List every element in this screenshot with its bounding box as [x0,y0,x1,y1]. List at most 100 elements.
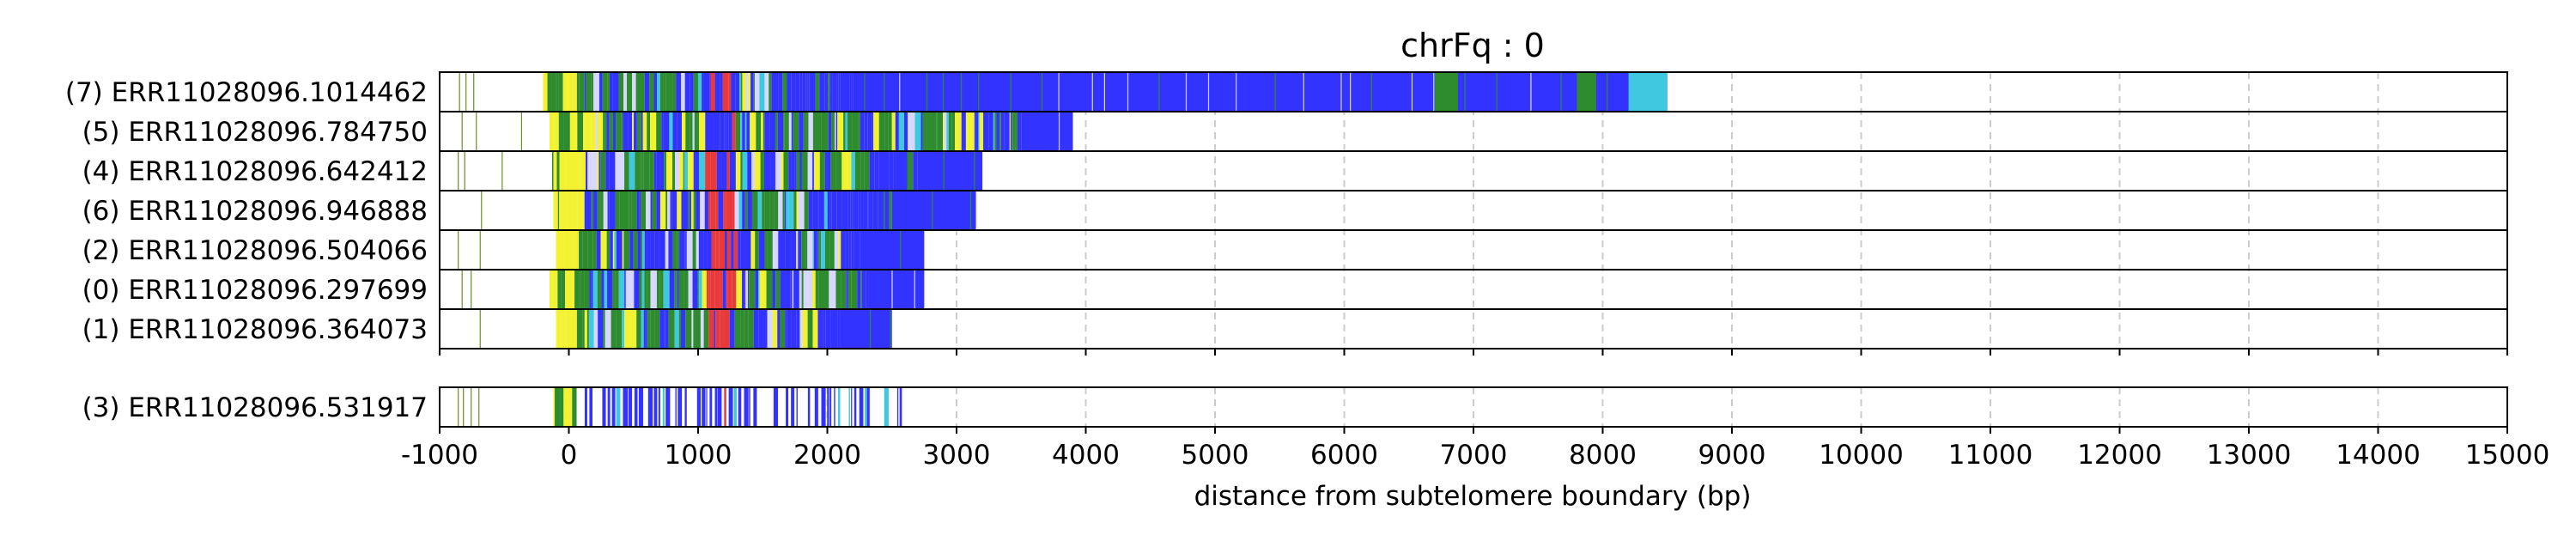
alignment-segment [652,191,657,229]
alignment-segment [742,191,745,229]
alignment-segment [745,270,749,308]
alignment-segment [744,191,748,229]
alignment-segment [641,191,647,229]
alignment-segment [793,270,799,308]
alignment-segment [641,310,644,348]
alignment-segment [607,73,610,111]
alignment-segment [794,152,797,190]
alignment-segment [753,310,759,348]
alignment-segment [807,231,810,269]
alignment-segment [660,152,665,190]
alignment-segment [607,270,613,308]
alignment-segment [579,270,581,308]
alignment-segment [627,73,633,111]
alignment-segment [774,152,776,190]
alignment-segment [719,231,726,269]
alignment-segment [720,112,725,150]
x-tick-label: 15000 [2465,440,2550,471]
alignment-segment [714,310,716,348]
alignment-segment [827,191,830,229]
alignment-segment [975,112,979,150]
alignment-segment [779,112,784,150]
alignment-segment [848,112,853,150]
alignment-segment [791,231,796,269]
alignment-segment [726,191,733,229]
alignment-segment [611,310,617,348]
alignment-segment [889,152,894,190]
alignment-segment [609,112,613,150]
alignment-segment [872,191,878,229]
alignment-segment [758,310,764,348]
alignment-segment [817,191,819,229]
alignment-segment [786,388,789,426]
alignment-segment [632,73,636,111]
alignment-segment [824,73,829,111]
alignment-segment [568,73,574,111]
alignment-segment [705,152,711,190]
read-label: (2) ERR11028096.504066 [82,235,428,266]
alignment-segment [898,112,905,150]
alignment-segment [1496,73,1498,111]
alignment-segment [616,112,622,150]
alignment-segment [778,191,783,229]
alignment-segment [685,310,692,348]
alignment-segment [823,310,826,348]
alignment-segment [731,73,736,111]
alignment-segment [755,270,759,308]
alignment-segment [1433,73,1435,111]
alignment-segment [835,270,841,308]
alignment-segment [783,152,789,190]
alignment-segment [555,388,561,426]
alignment-segment [831,191,837,229]
alignment-segment [557,270,562,308]
alignment-segment [819,231,822,269]
alignment-segment [624,310,631,348]
alignment-segment [860,231,925,269]
alignment-segment [591,73,594,111]
alignment-segment [831,112,835,150]
alignment-segment [983,112,989,150]
alignment-segment [642,231,645,269]
alignment-segment [700,191,705,229]
alignment-segment [796,388,798,426]
alignment-segment [795,231,799,269]
alignment-segment [650,112,657,150]
alignment-segment [1340,73,1342,111]
alignment-segment [664,152,667,190]
alignment-segment [597,191,601,229]
alignment-segment [825,112,829,150]
alignment-segment [670,73,673,111]
alignment-segment [1004,112,1010,150]
alignment-segment [671,152,676,190]
alignment-segment [732,112,736,150]
alignment-segment [902,152,908,190]
alignment-segment [728,73,732,111]
alignment-segment [732,191,735,229]
alignment-segment [574,152,578,190]
x-tick-label: 2000 [793,440,861,471]
stray-segment [461,112,463,150]
alignment-segment [582,191,585,229]
alignment-segment [795,73,800,111]
alignment-segment [815,73,820,111]
alignment-segment [834,388,835,426]
alignment-segment [724,388,726,426]
alignment-segment [604,270,608,308]
alignment-segment [1091,73,1093,111]
alignment-segment [770,152,775,190]
alignment-segment [848,270,852,308]
alignment-segment [586,191,592,229]
alignment-segment [853,73,1668,111]
alignment-segment [835,152,842,190]
alignment-segment [1185,73,1188,111]
alignment-segment [591,270,593,308]
alignment-segment [710,152,717,190]
stray-segment [465,73,467,111]
alignment-segment [1628,73,1668,111]
alignment-segment [817,231,820,269]
alignment-segment [677,231,680,269]
alignment-segment [896,388,899,426]
alignment-segment [654,231,659,269]
alignment-segment [858,112,860,150]
alignment-segment [758,231,765,269]
